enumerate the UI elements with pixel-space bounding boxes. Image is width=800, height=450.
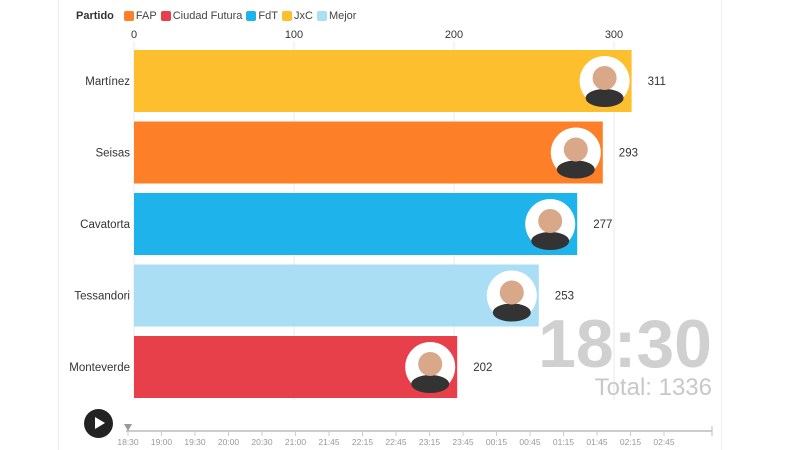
play-button[interactable] <box>84 409 113 438</box>
legend-label: FAP <box>135 10 157 22</box>
legend-item[interactable]: FAP <box>123 10 157 22</box>
legend-swatch <box>281 11 292 21</box>
photo-face <box>563 137 588 162</box>
category-label: Tessandori <box>74 291 130 303</box>
total-display: Total: 1336 <box>594 374 712 401</box>
x-tick-label: 300 <box>605 29 623 41</box>
photo-face <box>592 66 617 90</box>
photo-shoulders <box>556 160 595 179</box>
category-label: Seisas <box>95 148 130 160</box>
category-label: Martínez <box>85 76 130 88</box>
value-label: 277 <box>593 219 612 231</box>
candidate-photo <box>486 270 537 322</box>
legend-swatch <box>160 11 171 21</box>
legend-label: FdT <box>258 10 278 22</box>
photo-face <box>418 352 443 376</box>
category-label: Monteverde <box>69 362 130 374</box>
bar <box>134 264 539 327</box>
legend-item[interactable]: Ciudad Futura <box>160 10 243 22</box>
photo-face <box>499 280 524 305</box>
value-label: 311 <box>648 76 666 88</box>
candidate-photo <box>405 342 456 393</box>
legend-title: Partido <box>76 10 114 22</box>
photo-face <box>538 209 563 233</box>
x-tick-label: 100 <box>285 29 303 41</box>
legend-label: JxC <box>293 10 313 22</box>
legend-swatch <box>123 11 134 21</box>
candidate-photo <box>579 56 630 107</box>
candidate-photo <box>525 199 576 250</box>
legend-item[interactable]: JxC <box>281 10 313 22</box>
value-label: 253 <box>555 291 574 303</box>
photo-shoulders <box>531 232 570 250</box>
legend-item[interactable]: Mejor <box>316 10 357 22</box>
bar <box>134 121 603 184</box>
value-label: 293 <box>619 148 638 160</box>
x-tick-label: 0 <box>131 29 137 41</box>
bar <box>134 336 458 398</box>
legend-label: Mejor <box>328 10 357 22</box>
legend-swatch <box>316 11 327 21</box>
bar <box>134 193 578 255</box>
candidate-photo <box>550 127 601 179</box>
clock-display: 18:30 <box>538 306 712 382</box>
legend-swatch <box>246 11 257 21</box>
value-label: 202 <box>473 362 492 374</box>
legend: Partido FAP Ciudad Futura FdT JxC Mejor <box>76 10 360 22</box>
legend-item[interactable]: FdT <box>246 10 278 22</box>
legend-label: Ciudad Futura <box>172 10 243 22</box>
photo-shoulders <box>411 375 450 393</box>
bar <box>134 50 632 112</box>
photo-shoulders <box>492 303 531 322</box>
category-label: Cavatorta <box>80 219 130 231</box>
photo-shoulders <box>585 89 624 107</box>
x-tick-label: 200 <box>445 29 463 41</box>
